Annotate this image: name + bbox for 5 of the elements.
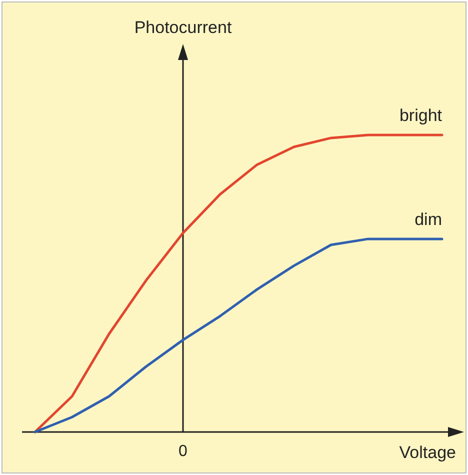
text: Photocurrent — [134, 18, 232, 37]
x-axis-title: Voltage — [399, 443, 456, 462]
series-label: dim — [414, 210, 442, 229]
series-label: bright — [399, 106, 442, 125]
text: 0 — [178, 443, 188, 460]
